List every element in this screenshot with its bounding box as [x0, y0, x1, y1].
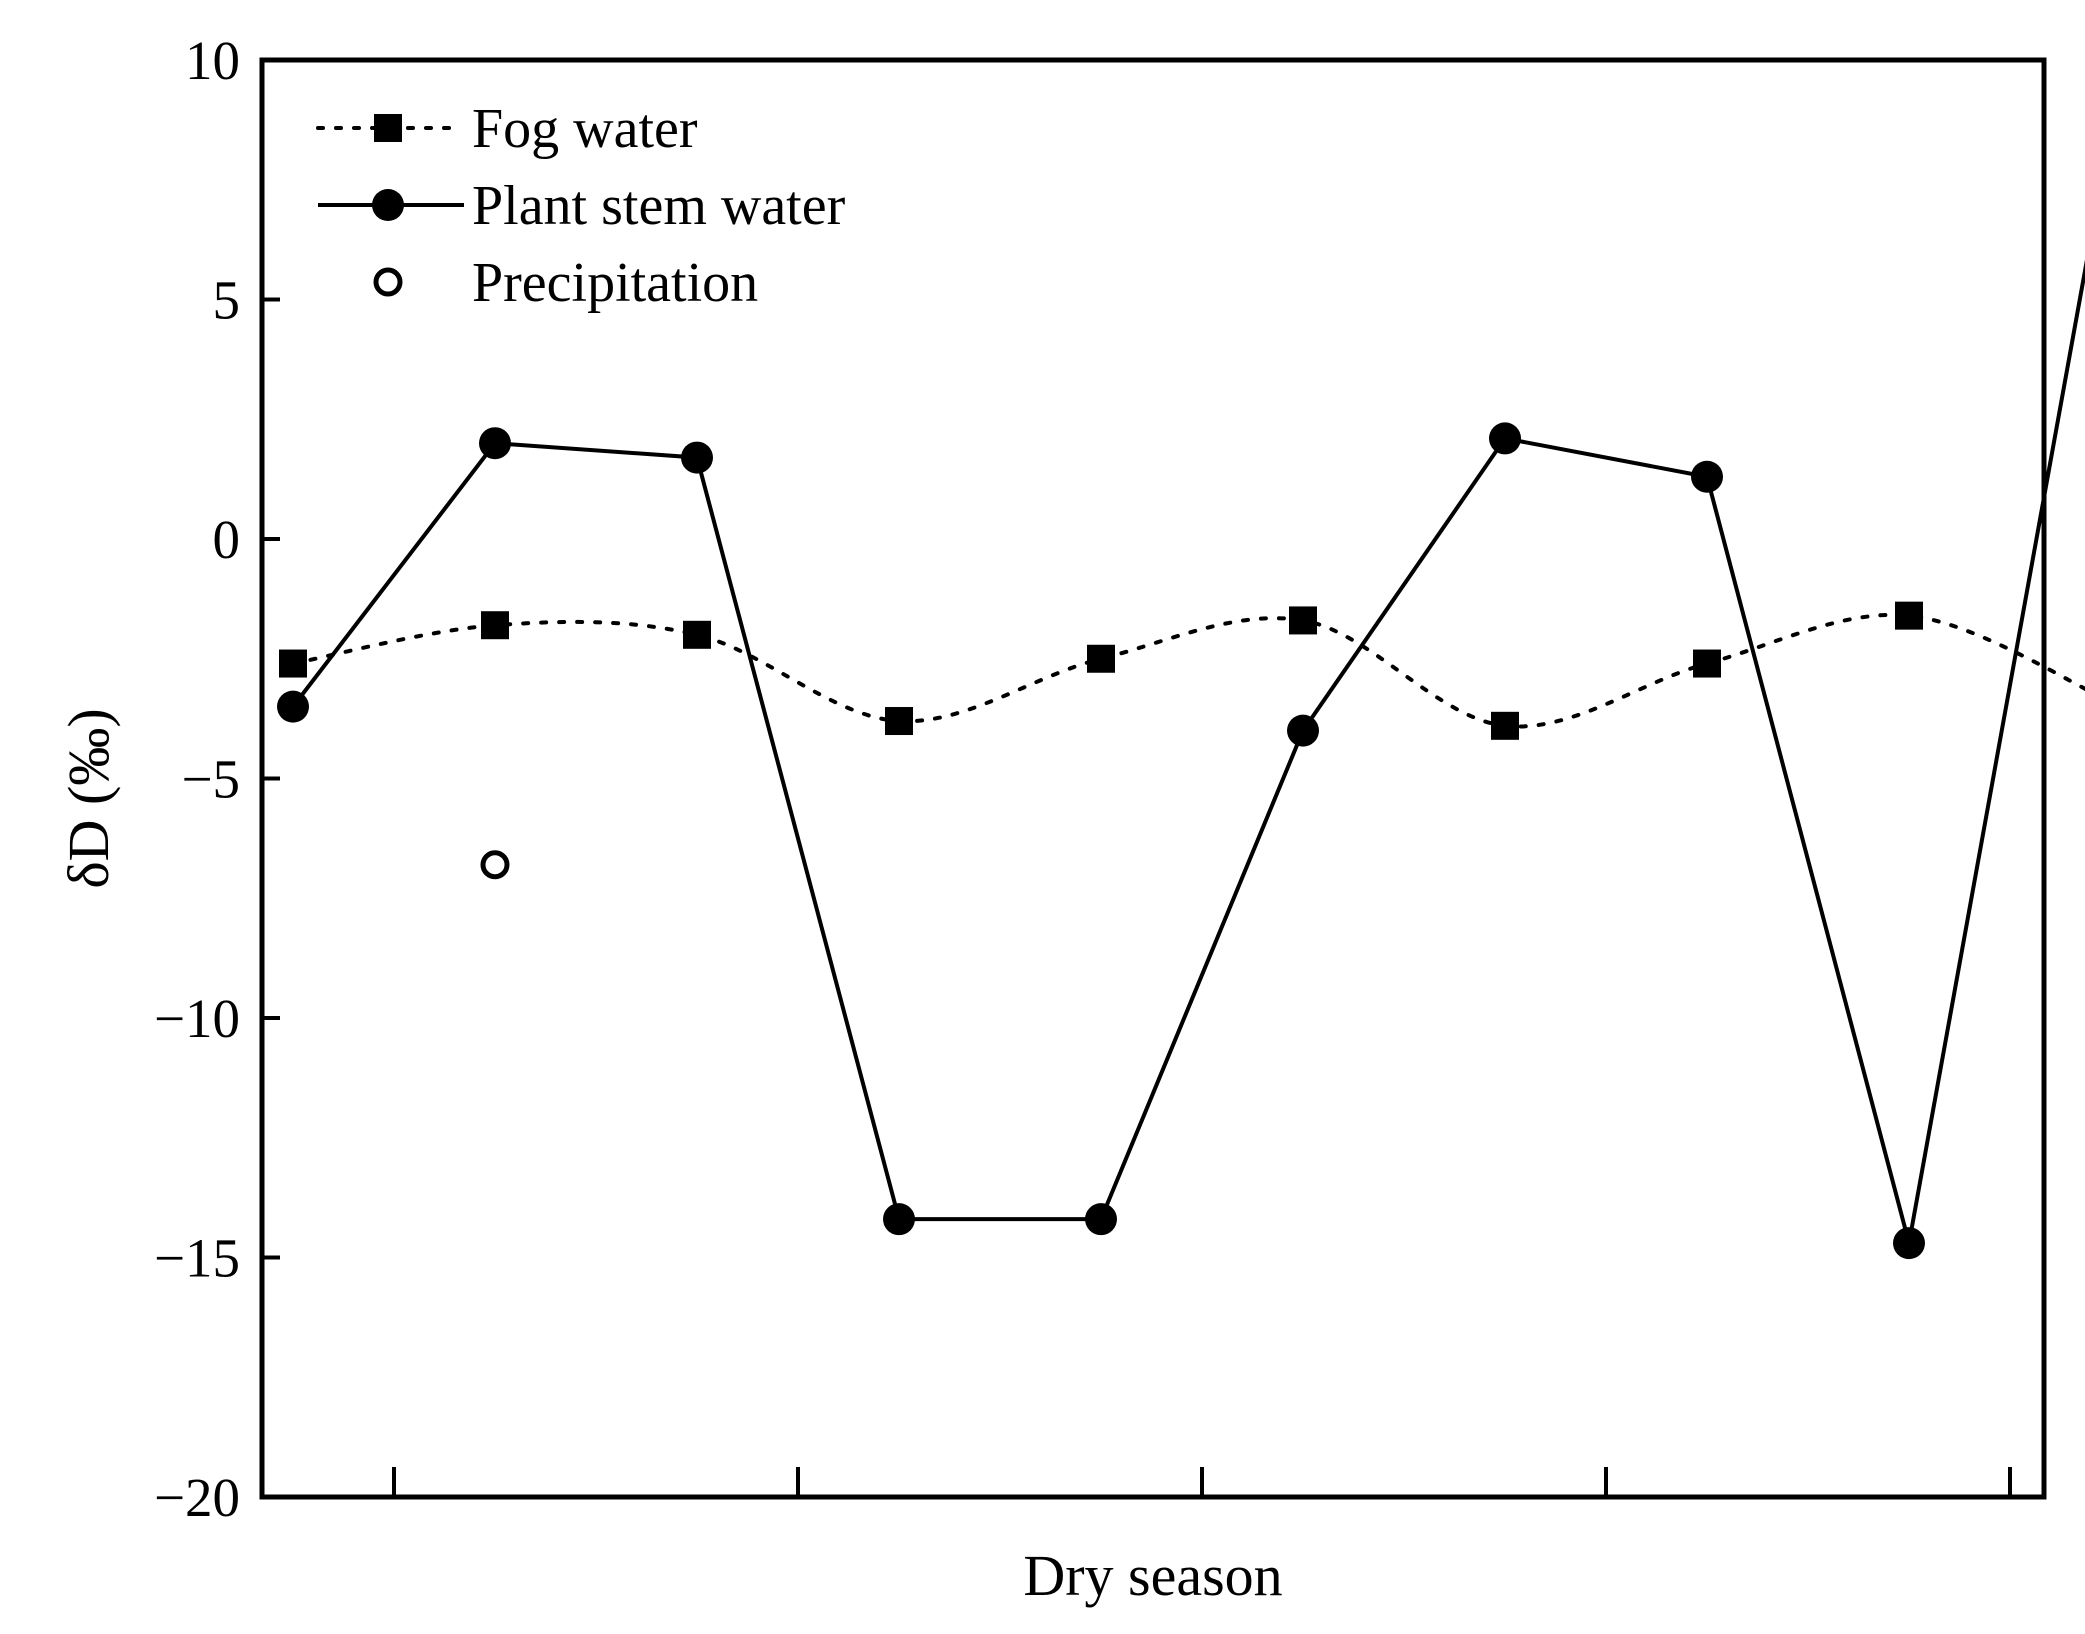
legend-label: Precipitation [472, 252, 758, 314]
y-tick-label: 0 [213, 509, 241, 570]
legend-label: Fog water [472, 98, 698, 160]
fog-water-point [1491, 711, 1519, 740]
plant-stem-water-line [291, 259, 2085, 1244]
plant-stem-water-point [1085, 1203, 1117, 1236]
plant-stem-water-point [1287, 714, 1319, 747]
legend-square-marker [374, 114, 402, 142]
fog-water-point [481, 611, 509, 640]
fog-water-point [683, 620, 711, 649]
precipitation-point [480, 850, 510, 880]
y-tick-label: 10 [185, 30, 240, 91]
legend-item: Plant stem water [318, 175, 846, 237]
fog-water-point [1895, 601, 1923, 630]
series-fog-water [279, 601, 2085, 740]
y-tick-label: −10 [154, 988, 240, 1049]
fog-water-point [1693, 649, 1721, 678]
legend-filled-circle-marker [372, 189, 404, 221]
legend-label: Plant stem water [472, 175, 846, 237]
series-layer [277, 259, 2085, 1260]
y-tick-label: −5 [181, 749, 240, 810]
plant-stem-water-point [883, 1203, 915, 1236]
x-axis-label: Dry season [1023, 1543, 1282, 1608]
plant-stem-water-point [479, 427, 511, 460]
legend: Fog water Plant stem water Precipitation [316, 98, 846, 314]
fog-water-point [1087, 644, 1115, 673]
y-tick-label: −15 [154, 1228, 240, 1289]
y-axis-ticks: 10 5 0 −5 −10 −15 −20 [154, 30, 280, 1528]
plant-stem-water-point [681, 441, 713, 474]
plant-stem-water-point [1691, 460, 1723, 493]
legend-open-circle-marker [373, 267, 403, 297]
plant-stem-water-point [277, 690, 309, 723]
y-axis-label: δD (‰) [56, 708, 121, 888]
legend-item: Fog water [316, 98, 698, 160]
plant-stem-water-point [1893, 1227, 1925, 1260]
series-plant-stem-water [277, 259, 2085, 1260]
y-tick-label: 5 [213, 270, 241, 331]
legend-item: Precipitation [373, 252, 758, 314]
fog-water-point [279, 649, 307, 678]
y-tick-label: −20 [154, 1467, 240, 1528]
fog-water-line [291, 612, 2085, 729]
plant-stem-water-point [1489, 422, 1521, 455]
fog-water-point [885, 707, 913, 736]
fog-water-point [1289, 606, 1317, 635]
series-precipitation [480, 850, 510, 880]
x-axis-ticks [392, 1467, 2012, 1497]
